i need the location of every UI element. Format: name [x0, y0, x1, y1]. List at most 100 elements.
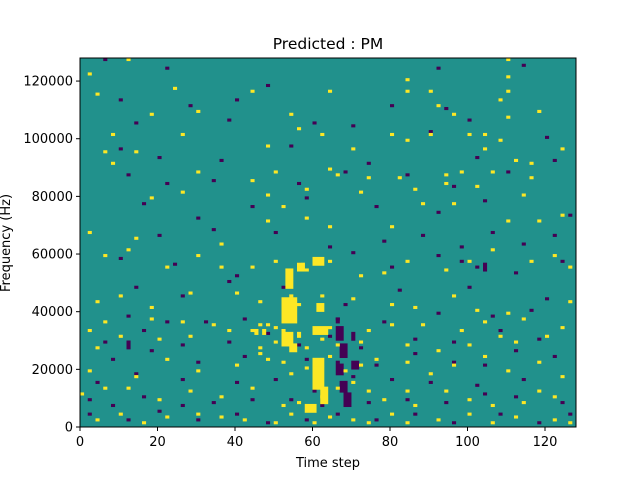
- heatmap-cell-high: [266, 357, 271, 361]
- heatmap-cell-low: [335, 363, 344, 376]
- heatmap-cell-high: [459, 170, 464, 174]
- heatmap-cell-high: [258, 300, 263, 304]
- heatmap-cell-high: [180, 320, 185, 324]
- heatmap-cell-high: [506, 369, 511, 373]
- heatmap-cell-low: [560, 259, 565, 263]
- heatmap-cell-high: [312, 256, 325, 266]
- heatmap-cell-high: [196, 369, 201, 373]
- heatmap-cell-high: [258, 323, 263, 327]
- heatmap-cell-low: [436, 311, 441, 315]
- heatmap-cell-low: [142, 395, 147, 399]
- heatmap-cell-low: [405, 173, 410, 177]
- heatmap-cell-high: [351, 418, 356, 422]
- heatmap-cell-high: [390, 225, 395, 229]
- heatmap-cell-low: [506, 170, 511, 174]
- heatmap-cell-low: [390, 377, 395, 382]
- heatmap-cell-high: [359, 363, 364, 367]
- heatmap-cell-low: [339, 380, 348, 393]
- heatmap-cell-low: [374, 363, 379, 367]
- heatmap-cell-high: [165, 265, 170, 269]
- heatmap-cell-low: [335, 317, 340, 324]
- heatmap-cell-high: [405, 259, 410, 263]
- heatmap-cell-low: [366, 401, 371, 405]
- heatmap-cell-high: [490, 248, 495, 252]
- heatmap-cell-low: [157, 233, 162, 237]
- heatmap-cell-high: [103, 254, 108, 258]
- y-tick-label: 120000: [23, 75, 73, 90]
- heatmap-cell-high: [242, 418, 247, 422]
- heatmap-cell-high: [521, 317, 526, 321]
- heatmap-cell-low: [413, 337, 418, 341]
- heatmap-cell-low: [483, 392, 488, 396]
- heatmap-cell-low: [180, 294, 185, 298]
- x-tick-label: 120: [533, 435, 558, 450]
- heatmap-cell-high: [436, 349, 441, 353]
- heatmap-cell-high: [328, 354, 333, 359]
- heatmap-cell-low: [297, 181, 302, 186]
- heatmap-cell-high: [452, 112, 457, 116]
- heatmap-cell-low: [444, 401, 449, 405]
- heatmap-cell-high: [421, 323, 426, 327]
- heatmap-cell-high: [436, 418, 441, 422]
- heatmap-cell-high: [351, 147, 356, 151]
- heatmap-cell-low: [374, 418, 379, 422]
- heatmap-cell-high: [382, 271, 387, 275]
- heatmap-cell-low: [452, 340, 457, 344]
- heatmap-cell-low: [149, 349, 154, 353]
- heatmap-cell-low: [339, 343, 348, 359]
- heatmap-cell-low: [196, 216, 201, 220]
- heatmap-cell-high: [467, 343, 472, 347]
- heatmap-cell-high: [118, 334, 123, 338]
- heatmap-cell-high: [126, 58, 131, 62]
- heatmap-cell-high: [568, 300, 573, 304]
- y-tick-label: 60000: [32, 248, 73, 263]
- heatmap-cell-low: [537, 337, 542, 341]
- heatmap-cell-low: [421, 233, 426, 237]
- heatmap-cell-high: [281, 205, 286, 209]
- heatmap-cell-high: [328, 167, 333, 171]
- heatmap-cell-low: [111, 357, 116, 361]
- heatmap-cell-high: [281, 305, 298, 324]
- y-tick-label: 0: [65, 421, 73, 436]
- heatmap-cell-high: [165, 415, 170, 419]
- heatmap-cell-low: [405, 398, 410, 402]
- heatmap-cell-high: [552, 395, 557, 399]
- heatmap-cell-high: [297, 334, 302, 338]
- heatmap-cell-low: [382, 239, 387, 243]
- heatmap-cell-high: [428, 89, 433, 93]
- heatmap-cell-high: [537, 389, 542, 393]
- heatmap-cell-high: [312, 366, 325, 390]
- y-tick-label: 100000: [23, 132, 73, 147]
- heatmap-cell-high: [87, 328, 92, 333]
- heatmap-cell-high: [328, 89, 333, 93]
- heatmap-cell-high: [312, 421, 317, 425]
- heatmap-cell-high: [560, 326, 565, 330]
- heatmap-cell-low: [304, 196, 309, 200]
- heatmap-cell-low: [514, 271, 519, 275]
- heatmap-cell-low: [219, 158, 224, 162]
- heatmap-cell-high: [490, 403, 495, 408]
- heatmap-cell-high: [413, 403, 418, 408]
- heatmap-cell-high: [196, 412, 201, 416]
- heatmap-cell-high: [235, 363, 240, 367]
- heatmap-cell-low: [498, 328, 503, 333]
- heatmap-cell-high: [235, 291, 240, 295]
- heatmap-cell-high: [390, 323, 395, 327]
- heatmap-cell-high: [498, 138, 503, 142]
- heatmap-cell-low: [211, 228, 216, 232]
- heatmap-cell-high: [328, 326, 333, 330]
- heatmap-cell-low: [250, 205, 255, 209]
- heatmap-cell-high: [297, 331, 302, 335]
- heatmap-cell-low: [467, 118, 472, 122]
- heatmap-cell-high: [250, 328, 255, 333]
- heatmap-cell-high: [320, 294, 325, 298]
- heatmap-cell-low: [134, 285, 139, 289]
- heatmap-cell-high: [374, 357, 379, 361]
- x-tick-label: 60: [304, 435, 321, 450]
- heatmap-cell-high: [537, 360, 542, 364]
- heatmap-cell-low: [266, 331, 271, 335]
- y-tick-label: 40000: [32, 305, 73, 320]
- heatmap-cell-low: [560, 401, 565, 405]
- heatmap-cell-high: [514, 158, 519, 162]
- heatmap-cell-low: [87, 412, 92, 416]
